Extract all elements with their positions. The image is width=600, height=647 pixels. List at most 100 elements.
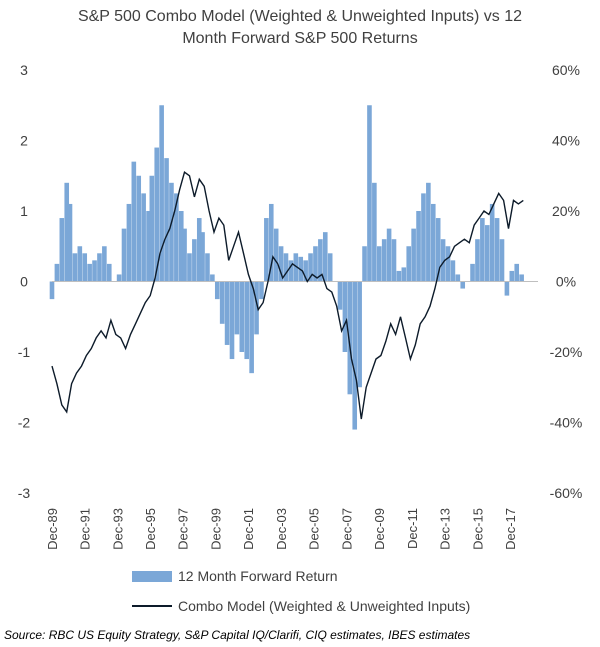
bar-forward-return xyxy=(475,239,480,282)
bar-forward-return xyxy=(460,281,466,289)
bar-forward-return xyxy=(146,211,151,282)
left-axis-ticks: 3 2 1 0 -1 -2 -3 xyxy=(18,62,31,501)
right-axis-tick-label: 40% xyxy=(552,133,580,149)
legend-item-combo-model: Combo Model (Weighted & Unweighted Input… xyxy=(120,596,470,616)
bar-forward-return xyxy=(268,203,274,282)
line-series-combo-model xyxy=(51,171,524,420)
bar-forward-return xyxy=(480,218,485,282)
bar-forward-return xyxy=(362,246,367,282)
bar-forward-return xyxy=(77,246,83,282)
bar-forward-return xyxy=(164,158,169,282)
bar-forward-return xyxy=(264,218,269,282)
right-axis-tick-label: 60% xyxy=(552,62,580,78)
left-axis-tick-label: 0 xyxy=(20,274,28,290)
bar-forward-return xyxy=(169,182,174,282)
bar-forward-return xyxy=(519,274,524,282)
right-axis-tick-label: -20% xyxy=(550,344,583,360)
right-axis-tick-label: 0% xyxy=(556,274,576,290)
bar-forward-return xyxy=(54,263,60,282)
bar-forward-return xyxy=(159,105,164,282)
bar-forward-return xyxy=(421,193,426,282)
bar-forward-return xyxy=(450,260,456,282)
legend-swatch-bar xyxy=(132,570,172,582)
bar-forward-return xyxy=(249,281,254,374)
bar-forward-return xyxy=(283,253,289,282)
bar-forward-return xyxy=(313,246,318,282)
bar-forward-return xyxy=(484,225,490,282)
x-axis-tick-label: Dec-89 xyxy=(45,508,60,550)
bar-forward-return xyxy=(273,228,279,282)
bar-forward-return xyxy=(435,218,441,282)
bar-forward-return xyxy=(121,228,127,282)
x-axis-tick-label: Dec-11 xyxy=(405,508,420,549)
x-axis-tick-label: Dec-07 xyxy=(339,508,354,550)
left-axis-tick-label: 3 xyxy=(20,62,28,78)
bar-forward-return xyxy=(342,281,348,352)
bar-forward-return xyxy=(229,281,235,360)
bar-forward-return xyxy=(187,253,192,282)
bar-forward-return xyxy=(196,218,202,282)
bar-forward-return xyxy=(278,246,284,282)
bar-forward-return xyxy=(381,239,387,282)
bar-forward-return xyxy=(318,239,323,282)
x-axis-ticks: Dec-89 Dec-91 Dec-93 Dec-95 Dec-97 Dec-99 Dec-… xyxy=(45,508,518,550)
bar-forward-return xyxy=(49,281,55,300)
legend-item-forward-return: 12 Month Forward Return xyxy=(120,566,338,586)
bar-forward-return xyxy=(367,105,372,282)
bar-forward-return xyxy=(357,281,362,388)
bar-forward-return xyxy=(494,218,500,282)
x-axis-tick-label: Dec-97 xyxy=(176,508,191,550)
bar-forward-return xyxy=(126,203,132,282)
bar-forward-return xyxy=(470,263,475,282)
bar-forward-return xyxy=(174,193,179,282)
bar-forward-return xyxy=(141,193,146,282)
bar-forward-return xyxy=(514,263,520,282)
bar-forward-return xyxy=(131,161,137,282)
bar-forward-return xyxy=(303,260,308,282)
legend-swatch-line xyxy=(132,605,172,607)
bar-forward-return xyxy=(116,274,122,282)
bar-forward-return xyxy=(72,253,78,282)
bar-forward-return xyxy=(391,239,397,282)
bar-series-12-month-forward-return xyxy=(49,105,524,430)
bar-forward-return xyxy=(352,281,358,430)
bar-forward-return xyxy=(411,228,416,282)
chart-title-line-1: S&P 500 Combo Model (Weighted & Unweight… xyxy=(77,8,523,25)
bar-forward-return xyxy=(67,203,73,282)
bar-forward-return xyxy=(401,267,407,282)
bar-forward-return xyxy=(214,281,220,300)
x-axis-tick-label: Dec-99 xyxy=(208,508,223,550)
chart-title: S&P 500 Combo Model (Weighted & Unweight… xyxy=(40,6,560,50)
left-axis-tick-label: -1 xyxy=(18,344,31,360)
bar-forward-return xyxy=(224,281,230,345)
bar-forward-return xyxy=(293,253,299,282)
bar-forward-return xyxy=(337,281,343,310)
right-axis-tick-label: 20% xyxy=(552,203,580,219)
legend-label-forward-return: 12 Month Forward Return xyxy=(178,568,338,584)
bar-forward-return xyxy=(440,239,446,282)
bar-forward-return xyxy=(445,246,451,282)
bar-forward-return xyxy=(210,274,215,282)
x-axis-tick-label: Dec-95 xyxy=(143,508,158,550)
chart-title-line-2: Month Forward S&P 500 Returns xyxy=(182,30,418,47)
bar-forward-return xyxy=(82,253,88,282)
bar-forward-return xyxy=(372,182,377,282)
right-axis-tick-label: -60% xyxy=(550,485,583,501)
left-axis-tick-label: 1 xyxy=(20,203,28,219)
bar-forward-return xyxy=(430,203,436,282)
bar-forward-return xyxy=(499,239,505,282)
bar-forward-return xyxy=(239,281,245,352)
source-note: Source: RBC US Equity Strategy, S&P Capi… xyxy=(4,628,471,642)
bar-forward-return xyxy=(386,228,392,282)
bar-forward-return xyxy=(376,246,382,282)
x-axis-tick-label: Dec-01 xyxy=(241,508,256,550)
bar-forward-return xyxy=(489,203,495,282)
bar-forward-return xyxy=(347,281,353,395)
right-axis-tick-label: -40% xyxy=(550,415,583,431)
bar-forward-return xyxy=(406,246,412,282)
bar-forward-return xyxy=(244,281,250,360)
x-axis-tick-label: Dec-17 xyxy=(503,508,518,550)
x-axis-tick-label: Dec-03 xyxy=(274,508,289,550)
bar-forward-return xyxy=(87,263,92,282)
bar-forward-return xyxy=(178,211,184,282)
